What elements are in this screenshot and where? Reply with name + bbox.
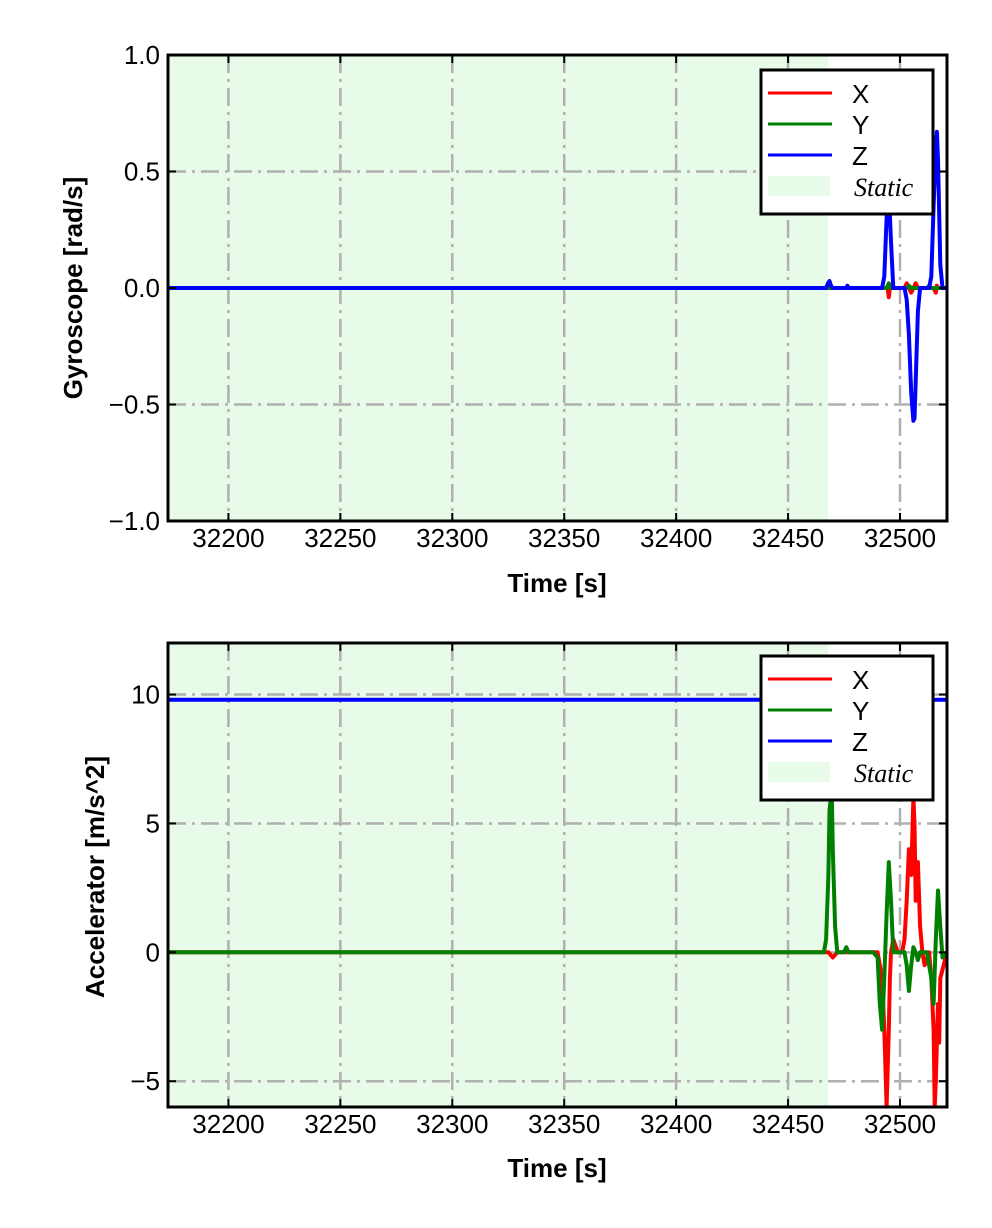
accelerometer-plot-frame [166,641,949,1109]
y-tick-label: 10 [131,680,160,710]
legend-y-label: Y [852,696,869,726]
y-tick-label: −0.5 [109,390,160,420]
legend-x-label: X [852,665,869,695]
static-region [168,643,829,1107]
accelerometer-ticks: 32200 32250 32300 32350 32400 32450 32500 −5 0 5 1… [130,643,947,1139]
x-tick-label: 32250 [304,1109,376,1139]
accelerometer-legend: X Y Z Static [759,654,935,802]
gyroscope-legend: X Y Z Static [759,68,935,216]
x-tick-label: 32300 [416,1109,488,1139]
legend-y-label: Y [852,110,869,140]
y-tick-label: 0.0 [124,273,160,303]
legend-static-label: Static [854,173,914,202]
x-tick-label: 32300 [416,523,488,553]
legend-static-patch [768,176,830,196]
x-tick-label: 32200 [192,523,264,553]
legend-z-label: Z [852,141,868,171]
gyroscope-y-axis-label: Gyroscope [rad/s] [58,177,88,400]
y-tick-label: 1.0 [124,40,160,70]
x-tick-label: 32250 [304,523,376,553]
y-tick-label: 0.5 [124,157,160,187]
gyroscope-chart: 32200 32250 32300 32350 32400 32450 32500 −1.0 −… [58,40,949,598]
y-tick-label: 5 [146,808,160,838]
x-tick-label: 32350 [528,1109,600,1139]
x-tick-label: 32400 [640,1109,712,1139]
x-tick-label: 32200 [192,1109,264,1139]
legend-z-label: Z [852,727,868,757]
y-tick-label: −1.0 [109,506,160,536]
x-tick-label: 32450 [752,523,824,553]
gyroscope-ticks: 32200 32250 32300 32350 32400 32450 32500 −1.0 −… [109,40,947,553]
accelerometer-x-axis-label: Time [s] [507,1153,606,1183]
y-tick-label: −5 [130,1066,160,1096]
legend-x-label: X [852,79,869,109]
x-tick-label: 32400 [640,523,712,553]
x-tick-label: 32500 [864,1109,936,1139]
x-tick-label: 32450 [752,1109,824,1139]
legend-static-label: Static [854,759,914,788]
accelerometer-y-axis-label: Accelerator [m/s^2] [80,756,110,998]
x-tick-label: 32350 [528,523,600,553]
x-tick-label: 32500 [864,523,936,553]
legend-static-patch [768,762,830,782]
y-tick-label: 0 [146,937,160,967]
series-y-line [168,787,947,1032]
accelerometer-chart: 32200 32250 32300 32350 32400 32450 32500 −5 0 5 1… [80,641,949,1183]
gyroscope-x-axis-label: Time [s] [507,568,606,598]
